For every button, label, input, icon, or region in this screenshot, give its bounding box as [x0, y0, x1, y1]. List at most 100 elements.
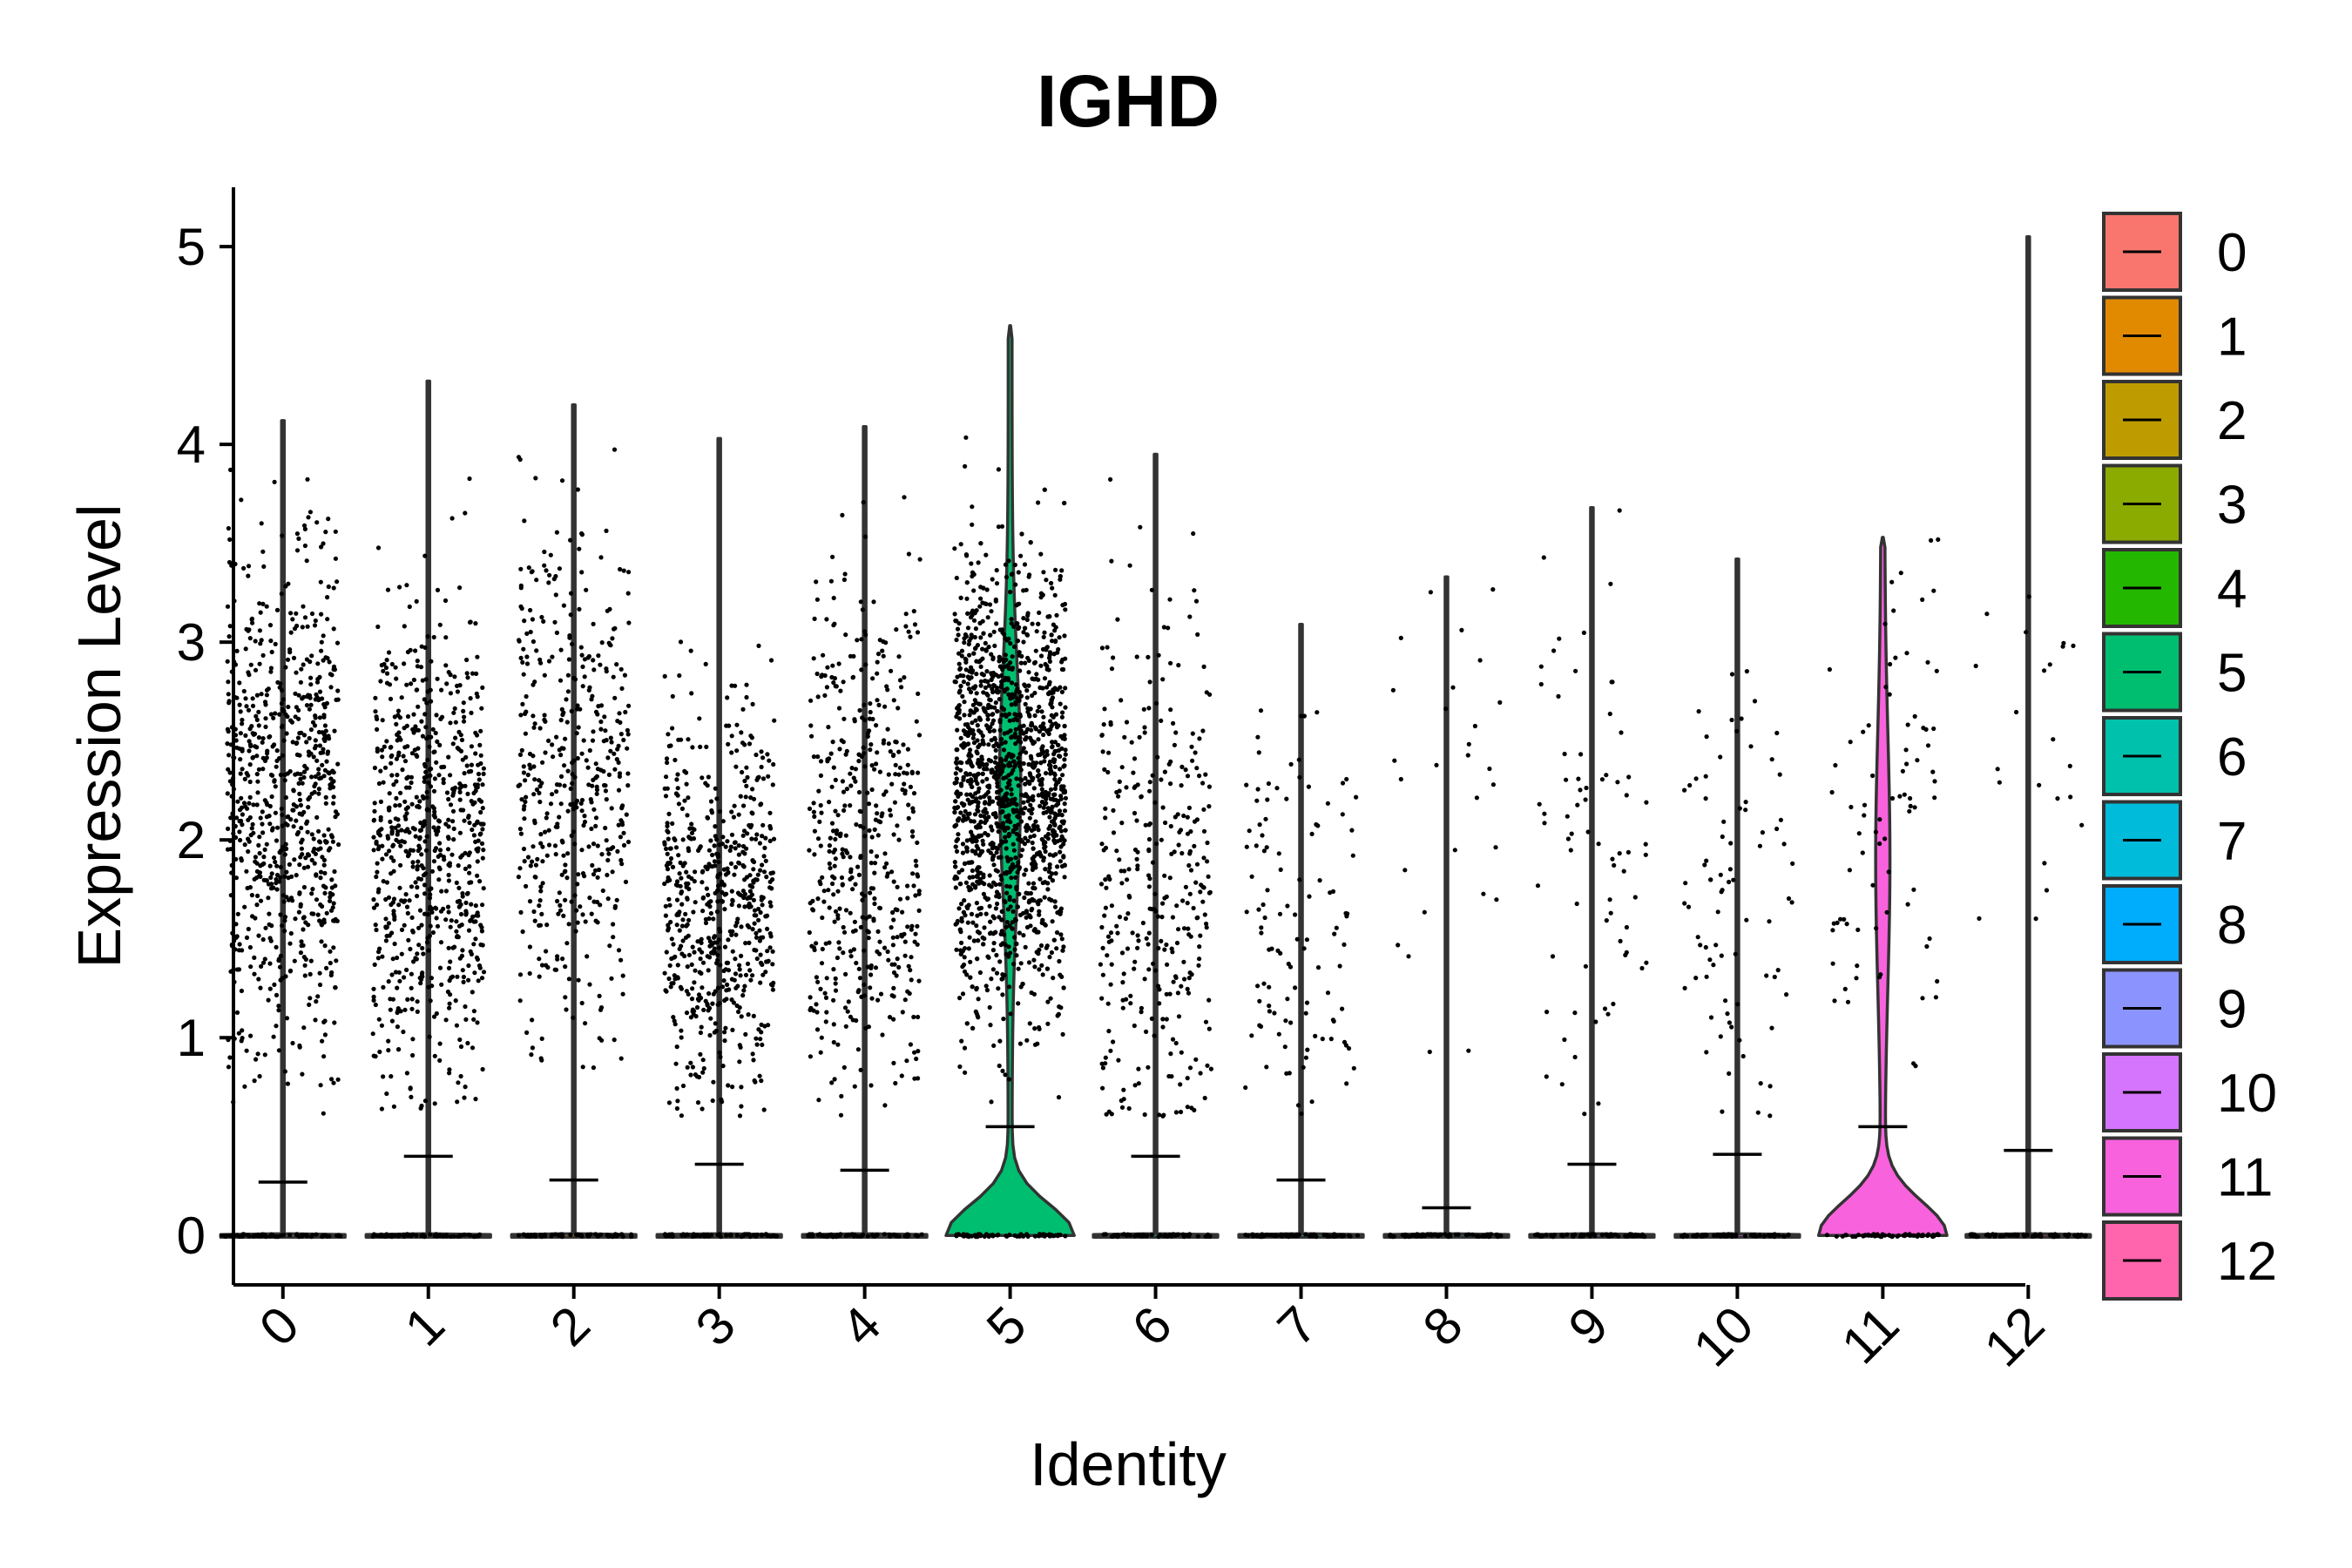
data-point	[538, 832, 544, 837]
data-point	[437, 965, 443, 970]
data-point	[247, 779, 253, 785]
data-point	[868, 1083, 874, 1088]
data-point	[843, 908, 849, 913]
data-point	[848, 910, 853, 916]
data-point	[905, 883, 910, 889]
data-point	[240, 748, 245, 754]
data-point	[754, 956, 760, 962]
data-point	[889, 668, 894, 673]
data-point	[667, 877, 672, 883]
data-point	[567, 635, 572, 640]
data-point	[725, 982, 730, 987]
data-point	[283, 841, 288, 847]
data-point	[245, 806, 250, 811]
data-point	[519, 797, 524, 802]
data-point	[1010, 841, 1016, 847]
data-point	[875, 698, 880, 703]
data-point	[581, 822, 586, 828]
data-point	[554, 530, 560, 535]
data-point	[855, 1047, 862, 1052]
data-point	[471, 1017, 476, 1022]
data-point	[280, 697, 286, 702]
data-point	[815, 836, 821, 841]
data-point	[1005, 825, 1010, 831]
data-point	[1021, 639, 1026, 645]
data-point	[867, 828, 872, 834]
data-point	[1014, 887, 1019, 892]
data-point	[477, 879, 483, 884]
data-point	[600, 888, 605, 894]
data-point	[874, 761, 879, 767]
data-point	[1026, 670, 1031, 675]
data-point	[616, 787, 622, 793]
data-point	[287, 969, 293, 974]
data-point	[1062, 875, 1067, 880]
data-point	[669, 936, 674, 942]
data-point	[856, 872, 862, 878]
data-point	[239, 497, 244, 503]
data-point	[704, 886, 710, 891]
data-point	[1062, 500, 1067, 506]
data-point	[981, 631, 986, 636]
data-point	[417, 908, 423, 913]
data-point	[679, 890, 684, 896]
data-point	[605, 872, 610, 878]
data-point	[435, 587, 441, 593]
data-point	[890, 909, 896, 916]
data-point	[685, 813, 690, 818]
data-point	[331, 901, 336, 906]
data-point	[566, 977, 572, 982]
data-point	[882, 945, 888, 950]
data-point	[329, 885, 335, 890]
data-point	[831, 595, 836, 601]
data-point	[1012, 562, 1017, 568]
data-point	[1009, 621, 1014, 626]
data-point	[564, 875, 570, 881]
data-point	[539, 1058, 544, 1063]
data-point	[882, 865, 888, 870]
data-point	[381, 1074, 386, 1079]
data-point	[748, 904, 754, 909]
data-point	[872, 896, 877, 902]
data-point	[971, 618, 977, 623]
data-point	[760, 972, 766, 977]
data-point	[254, 717, 260, 723]
data-point	[671, 1015, 676, 1020]
data-point	[983, 640, 988, 646]
data-point	[312, 623, 318, 628]
data-point	[272, 742, 277, 747]
data-point	[620, 991, 625, 997]
data-point	[1028, 706, 1033, 712]
data-point	[585, 765, 591, 770]
data-point	[970, 784, 975, 789]
data-point	[234, 815, 240, 821]
data-point	[895, 908, 900, 913]
data-point	[302, 543, 308, 549]
data-point	[1009, 875, 1014, 881]
data-point	[750, 927, 755, 932]
data-point	[1044, 771, 1049, 776]
data-point	[732, 803, 737, 808]
data-point	[381, 984, 386, 990]
data-point	[1024, 587, 1029, 592]
data-point	[409, 985, 414, 990]
data-point	[330, 839, 335, 844]
data-point	[1006, 813, 1011, 818]
data-point	[1044, 664, 1050, 669]
data-point	[402, 624, 407, 629]
data-point	[891, 698, 896, 703]
data-point	[419, 852, 424, 857]
data-point	[308, 675, 314, 680]
data-point	[1000, 992, 1005, 997]
data-point	[560, 712, 565, 718]
data-point	[958, 951, 963, 956]
data-point	[873, 965, 879, 970]
data-point	[456, 747, 462, 752]
data-point	[889, 993, 895, 998]
data-point	[301, 809, 307, 815]
data-point	[916, 908, 922, 913]
data-point	[1058, 796, 1064, 801]
data-point	[260, 936, 266, 943]
data-point	[976, 1015, 981, 1020]
data-point	[971, 588, 977, 593]
